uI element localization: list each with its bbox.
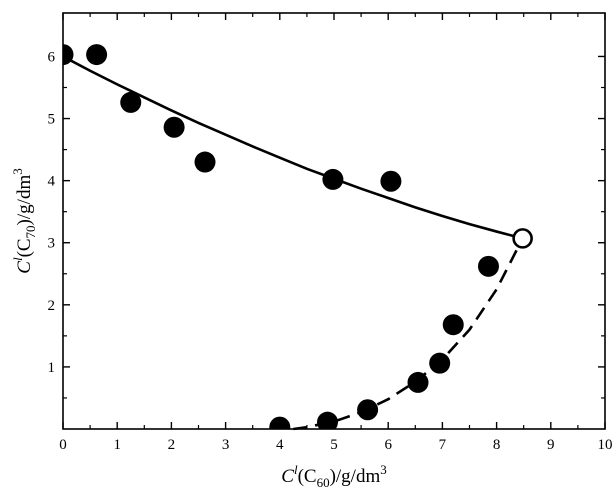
y-tick-label: 2 (48, 298, 56, 314)
data-point (357, 399, 379, 421)
x-tick-label: 4 (276, 437, 284, 453)
x-tick-label: 3 (222, 437, 230, 453)
data-point (86, 44, 108, 66)
data-point (163, 116, 185, 138)
y-tick-label: 1 (48, 360, 56, 376)
data-point (477, 255, 499, 277)
data-points (63, 44, 533, 429)
x-tick-label: 7 (439, 437, 447, 453)
x-tick-label: 8 (493, 437, 501, 453)
data-point (429, 352, 451, 374)
data-point (407, 371, 429, 393)
x-tick-label: 1 (113, 437, 121, 453)
y-axis-title: Cl(C70)/g/dm3 (10, 168, 38, 273)
data-point (120, 91, 142, 113)
data-point (316, 411, 338, 429)
x-axis-ticks: 0 1 2 3 4 5 6 7 8 9 10 (59, 13, 613, 453)
x-axis-title: Cl(C60)/g/dm3 (281, 462, 386, 489)
y-axis-ticks: 1 2 3 4 5 6 (48, 49, 605, 399)
x-tick-label: 6 (384, 437, 392, 453)
y-tick-label: 5 (48, 112, 56, 128)
x-tick-label: 10 (598, 437, 613, 453)
data-point (442, 314, 464, 336)
data-point (194, 151, 216, 173)
x-tick-label: 0 (59, 437, 67, 453)
x-tick-label: 2 (168, 437, 176, 453)
data-point (63, 44, 74, 66)
y-tick-label: 6 (48, 49, 56, 65)
data-point (380, 170, 402, 192)
x-tick-label: 9 (547, 437, 555, 453)
fit-curve-solid (62, 55, 523, 240)
x-tick-label: 5 (330, 437, 338, 453)
data-point-open (512, 228, 533, 249)
y-tick-label: 4 (48, 174, 56, 190)
data-point (322, 168, 344, 190)
y-tick-label: 3 (48, 236, 56, 252)
